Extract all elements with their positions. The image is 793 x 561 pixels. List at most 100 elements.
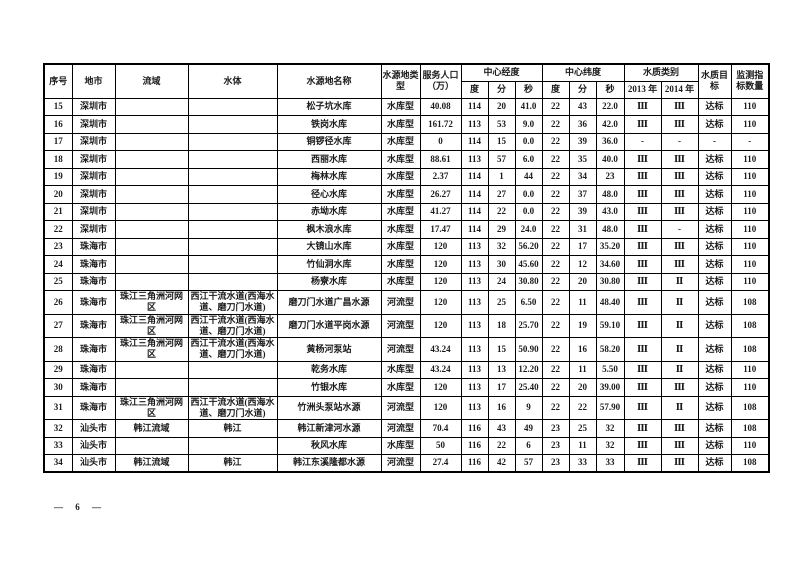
cell-type: 河流型	[380, 454, 421, 473]
cell-q2013: Ⅲ	[623, 237, 662, 256]
cell-basin: 珠江三角洲河网区	[114, 395, 189, 420]
cell-q2013: Ⅲ	[623, 378, 662, 397]
cell-name: 枫木浪水库	[276, 220, 382, 239]
cell-lon-m: 22	[487, 436, 516, 455]
cell-lat-m: 39	[568, 132, 597, 151]
cell-basin	[114, 360, 189, 379]
cell-lon-d: 114	[460, 202, 489, 221]
cell-lat-m: 12	[568, 255, 597, 274]
cell-target: 达标	[697, 237, 732, 256]
cell-basin: 韩江流域	[114, 454, 189, 473]
cell-water-body	[187, 150, 278, 169]
cell-no: 27	[43, 313, 73, 338]
cell-no: 33	[43, 436, 73, 455]
cell-type: 河流型	[380, 290, 421, 315]
cell-type: 水库型	[380, 360, 421, 379]
cell-name: 西丽水库	[276, 150, 382, 169]
cell-lat-s: 32	[595, 436, 625, 455]
cell-pop: 41.27	[419, 202, 462, 221]
cell-indicators: 110	[730, 272, 770, 291]
cell-q2013: Ⅲ	[623, 150, 662, 169]
cell-no: 30	[43, 378, 73, 397]
cell-lon-m: 16	[487, 395, 516, 420]
cell-lat-d: 22	[541, 360, 570, 379]
footer-dash-left: —	[54, 502, 64, 512]
cell-q2014: Ⅲ	[660, 115, 699, 134]
cell-q2013: Ⅲ	[623, 436, 662, 455]
table-row: 28 珠海市 珠江三角洲河网区 西江干流水道(西海水道、磨刀门水道) 黄杨河泵站 河流型 4…	[43, 337, 770, 362]
cell-lon-m: 24	[487, 272, 516, 291]
cell-water-body	[187, 185, 278, 204]
cell-name: 竹洲头泵站水源	[276, 395, 382, 420]
cell-target: 达标	[697, 255, 732, 274]
cell-lon-m: 15	[487, 132, 516, 151]
cell-basin	[114, 378, 189, 397]
cell-q2014: -	[660, 132, 699, 151]
cell-city: 珠海市	[71, 395, 116, 420]
cell-no: 20	[43, 185, 73, 204]
cell-water-body	[187, 220, 278, 239]
cell-type: 河流型	[380, 313, 421, 338]
cell-name: 径心水库	[276, 185, 382, 204]
cell-lat-s: 35.20	[595, 237, 625, 256]
cell-no: 23	[43, 237, 73, 256]
cell-lat-d: 22	[541, 337, 570, 362]
cell-indicators: 108	[730, 419, 770, 438]
cell-water-body: 西江干流水道(西海水道、磨刀门水道)	[187, 290, 278, 315]
cell-type: 水库型	[380, 272, 421, 291]
cell-basin	[114, 132, 189, 151]
cell-lat-s: 40.0	[595, 150, 625, 169]
cell-lat-s: 57.90	[595, 395, 625, 420]
cell-lon-s: 25.70	[514, 313, 543, 338]
cell-type: 河流型	[380, 395, 421, 420]
cell-target: 达标	[697, 378, 732, 397]
cell-lon-m: 20	[487, 97, 516, 116]
cell-lon-d: 113	[460, 272, 489, 291]
cell-lon-m: 27	[487, 185, 516, 204]
col-header-longitude: 中心经度	[460, 63, 543, 82]
cell-target: 达标	[697, 436, 732, 455]
table-row: 16 深圳市 铁岗水库 水库型 161.72 113 53 9.0 22 36 42.0 Ⅲ Ⅲ 达标 11…	[43, 115, 770, 134]
cell-lon-d: 113	[460, 337, 489, 362]
cell-q2013: Ⅲ	[623, 454, 662, 473]
col-header-year-2014: 2014 年	[660, 80, 699, 99]
cell-pop: 27.4	[419, 454, 462, 473]
cell-q2013: Ⅲ	[623, 115, 662, 134]
cell-lat-s: 5.50	[595, 360, 625, 379]
cell-name: 韩江新津河水源	[276, 419, 382, 438]
cell-lat-m: 36	[568, 115, 597, 134]
cell-lat-d: 22	[541, 132, 570, 151]
cell-lat-s: 48.0	[595, 220, 625, 239]
cell-lon-s: 0.0	[514, 185, 543, 204]
cell-lon-d: 116	[460, 419, 489, 438]
cell-q2013: -	[623, 132, 662, 151]
table-row: 20 深圳市 径心水库 水库型 26.27 114 27 0.0 22 37 48.0 Ⅲ Ⅲ 达标 110	[43, 185, 770, 204]
cell-target: 达标	[697, 115, 732, 134]
cell-basin	[114, 220, 189, 239]
cell-lon-d: 113	[460, 115, 489, 134]
cell-basin	[114, 150, 189, 169]
cell-no: 26	[43, 290, 73, 315]
cell-q2013: Ⅲ	[623, 255, 662, 274]
cell-no: 31	[43, 395, 73, 420]
table-row: 23 珠海市 大镜山水库 水库型 120 113 32 56.20 22 17 35.20 Ⅲ Ⅲ 达标 1…	[43, 237, 770, 256]
cell-target: 达标	[697, 150, 732, 169]
cell-lat-s: 43.0	[595, 202, 625, 221]
cell-lat-m: 39	[568, 202, 597, 221]
table-row: 24 珠海市 竹仙洞水库 水库型 120 113 30 45.60 22 12 34.60 Ⅲ Ⅲ 达标 1…	[43, 255, 770, 274]
cell-q2014: Ⅲ	[660, 378, 699, 397]
cell-lon-s: 44	[514, 167, 543, 186]
cell-q2013: Ⅲ	[623, 290, 662, 315]
table-row: 25 珠海市 杨寮水库 水库型 120 113 24 30.80 22 20 30.80 Ⅲ Ⅱ 达标 11…	[43, 272, 770, 291]
cell-water-body	[187, 237, 278, 256]
cell-target: 达标	[697, 313, 732, 338]
cell-q2014: Ⅲ	[660, 237, 699, 256]
cell-indicators: -	[730, 132, 770, 151]
cell-indicators: 110	[730, 378, 770, 397]
cell-lat-d: 22	[541, 185, 570, 204]
col-header-lon-minute: 分	[487, 80, 516, 99]
table-body: 15 深圳市 松子坑水库 水库型 40.08 114 20 41.0 22 43 22.0 Ⅲ Ⅲ 达标 1…	[43, 97, 770, 473]
cell-indicators: 110	[730, 97, 770, 116]
cell-name: 竹仙洞水库	[276, 255, 382, 274]
cell-target: -	[697, 132, 732, 151]
